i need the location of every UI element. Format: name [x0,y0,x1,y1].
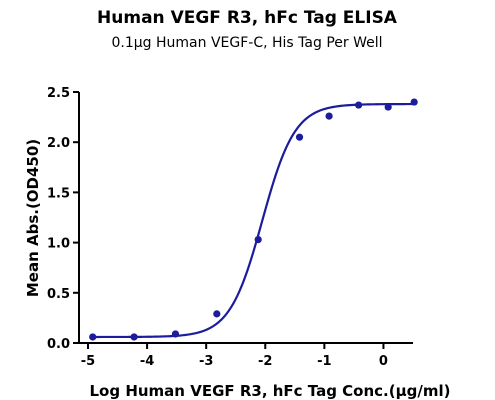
x-axis-ticks: -5 -4 -3 -2 -1 0 [81,343,388,369]
y-tick-label: 0.5 [47,287,70,302]
y-axis-ticks: 0.0 0.5 1.0 1.5 2.0 2.5 [47,86,79,352]
data-points [89,98,418,341]
data-point [171,330,180,338]
y-tick-label: 1.5 [47,186,70,201]
chart-title: Human VEGF R3, hFc Tag ELISA [97,8,398,28]
y-tick-label: 0.0 [47,337,70,352]
x-tick-label: -3 [199,354,213,369]
x-tick-label: -5 [81,354,95,369]
x-tick-label: -4 [140,354,154,369]
data-point [325,112,333,120]
data-point [384,103,392,111]
data-point [355,101,363,109]
data-point [295,133,304,141]
x-tick-label: -2 [258,354,272,369]
y-tick-label: 2.0 [47,136,70,151]
data-point [89,333,97,341]
x-axis-label: Log Human VEGF R3, hFc Tag Conc.(μg/ml) [90,382,451,400]
y-tick-label: 1.0 [47,237,70,252]
fit-curve [92,102,415,339]
data-point [254,235,262,244]
data-point [213,310,221,318]
chart-subtitle: 0.1μg Human VEGF-C, His Tag Per Well [112,35,383,51]
x-tick-label: -1 [317,354,331,369]
data-point [130,333,138,341]
x-tick-label: 0 [379,354,388,369]
data-point [410,98,418,106]
y-axis-label: Mean Abs.(OD450) [24,139,42,297]
y-tick-label: 2.5 [47,86,70,101]
